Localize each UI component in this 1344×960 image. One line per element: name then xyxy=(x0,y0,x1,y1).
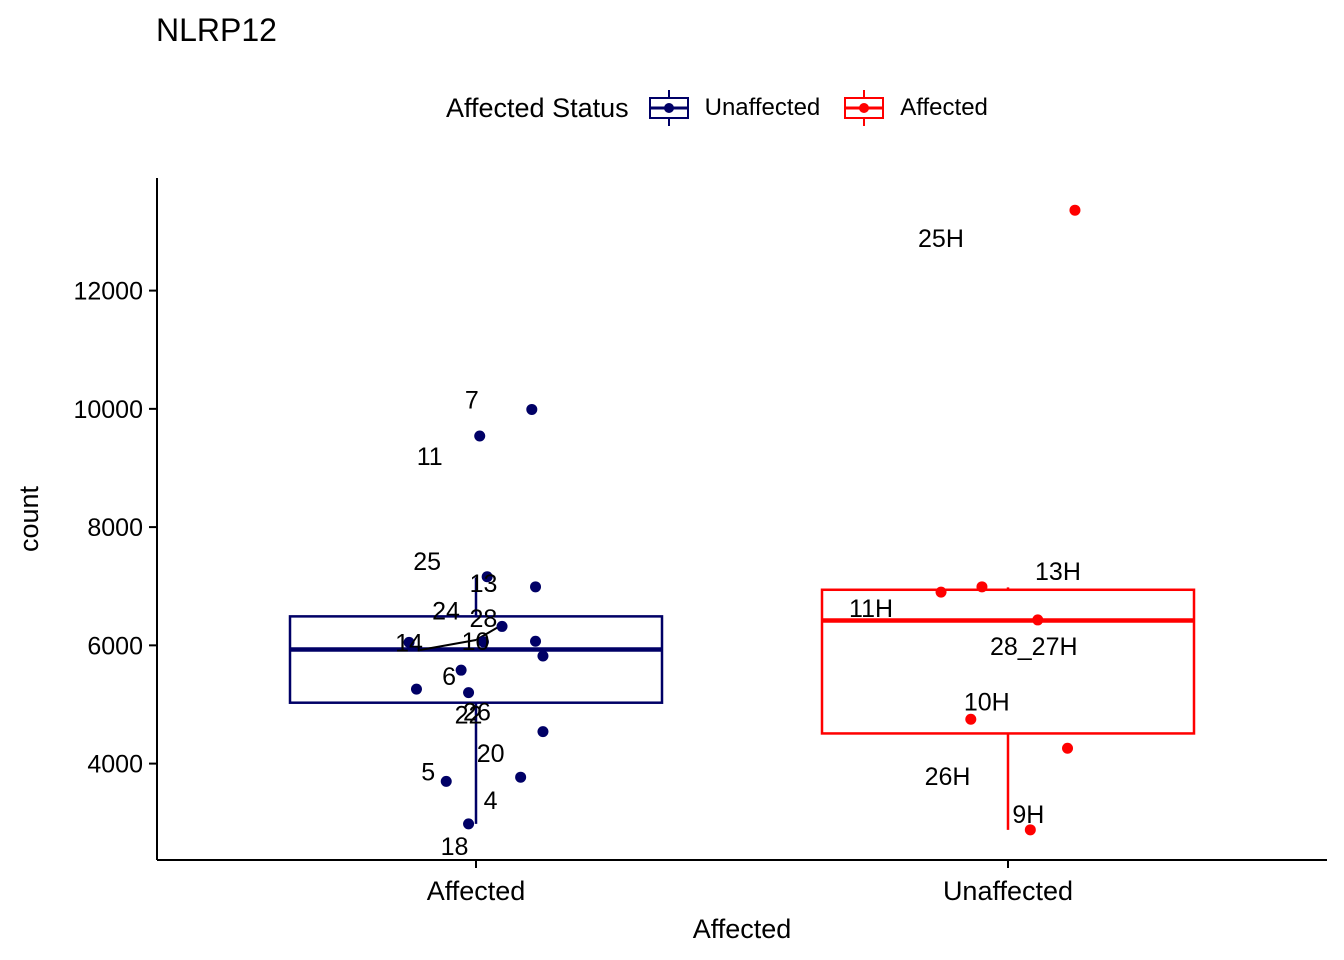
data-point xyxy=(965,713,977,725)
data-point xyxy=(440,775,452,787)
data-point xyxy=(1062,742,1074,754)
legend-item-unaffected: Unaffected xyxy=(647,88,821,128)
legend-item-affected: Affected xyxy=(842,88,988,128)
data-point xyxy=(455,664,467,676)
point-label: 10 xyxy=(462,628,490,656)
data-point xyxy=(1069,204,1081,216)
legend-key-unaffected xyxy=(648,90,689,126)
point-label: 13H xyxy=(1035,558,1081,586)
point-label: 6 xyxy=(442,663,456,691)
x-tick-label: Unaffected xyxy=(943,876,1073,906)
data-point xyxy=(410,683,422,695)
point-label: 11H xyxy=(849,595,893,623)
point-label: 26H xyxy=(925,763,971,791)
point-label: 22 xyxy=(455,702,483,730)
data-point xyxy=(537,650,549,662)
data-point xyxy=(935,586,947,598)
point-label: 28_27H xyxy=(990,633,1078,661)
point-label: 5 xyxy=(421,758,435,786)
data-point xyxy=(530,581,542,593)
x-axis-title: Affected xyxy=(693,914,792,944)
legend: Affected Status Unaffected Affected xyxy=(446,88,1010,128)
iqr-box xyxy=(820,588,1196,735)
data-point xyxy=(530,635,542,647)
point-label: 26 xyxy=(463,699,491,727)
y-axis-title: count xyxy=(14,485,44,552)
point-label: 11 xyxy=(417,443,443,471)
data-point xyxy=(537,726,549,738)
point-label: 20 xyxy=(477,740,505,768)
y-tick-label: 10000 xyxy=(73,396,143,424)
x-tick-label: Affected xyxy=(427,876,526,906)
y-tick-label: 4000 xyxy=(87,751,143,779)
point-label: 18 xyxy=(441,833,469,861)
chart-title: NLRP12 xyxy=(156,12,277,48)
point-label: 14 xyxy=(395,629,423,657)
y-tick-label: 8000 xyxy=(87,514,143,542)
legend-key-affected xyxy=(844,90,885,126)
data-point xyxy=(976,581,988,593)
data-point xyxy=(403,636,415,648)
data-point xyxy=(496,620,508,632)
point-label: 25 xyxy=(413,548,441,576)
data-point xyxy=(526,403,538,415)
data-point xyxy=(474,430,486,442)
data-point xyxy=(477,636,489,648)
data-point xyxy=(1024,824,1036,836)
data-point xyxy=(463,818,475,830)
point-label: 13 xyxy=(470,570,498,598)
y-tick-label: 12000 xyxy=(73,278,143,306)
point-label: 7 xyxy=(465,386,479,414)
data-point xyxy=(515,771,527,783)
point-label: 9H xyxy=(1012,801,1044,829)
label-leader-line xyxy=(419,639,477,651)
point-label: 24 xyxy=(432,597,460,625)
iqr-box xyxy=(288,615,664,704)
point-label: 28 xyxy=(470,605,498,633)
legend-label-unaffected: Unaffected xyxy=(704,94,821,121)
data-point xyxy=(1032,614,1044,626)
legend-title: Affected Status xyxy=(446,92,629,123)
point-label: 4 xyxy=(484,787,498,815)
point-label: 10H xyxy=(964,688,1010,716)
point-label: 25H xyxy=(918,225,964,253)
data-point xyxy=(463,687,475,699)
y-tick-label: 6000 xyxy=(87,632,143,660)
legend-label-affected: Affected xyxy=(900,94,988,121)
data-point xyxy=(481,571,493,583)
